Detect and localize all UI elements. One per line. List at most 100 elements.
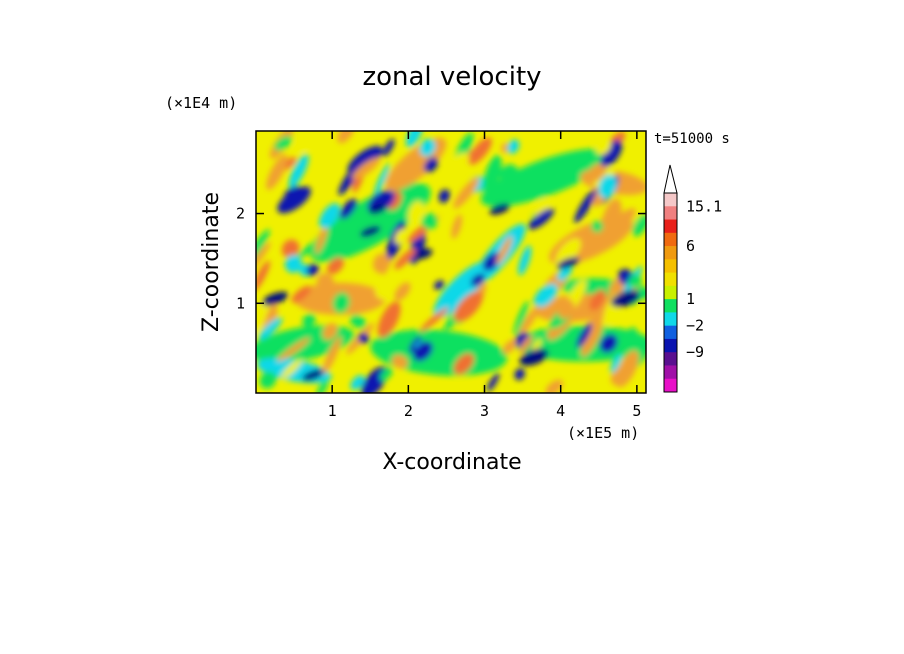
field-streak <box>598 174 617 199</box>
field-streak <box>288 153 309 189</box>
field-streak <box>419 307 449 332</box>
field-streak <box>375 286 389 300</box>
field-streak <box>600 140 623 168</box>
field-streak <box>256 241 271 272</box>
colorbar-label: −2 <box>686 317 704 335</box>
field-core <box>519 348 549 366</box>
field-streak <box>468 137 492 165</box>
field-streak <box>357 332 370 344</box>
field-streak <box>409 230 426 265</box>
field-streak <box>589 289 606 311</box>
field-streak <box>513 301 529 335</box>
field-streak <box>419 138 436 157</box>
y-unit-label: (×1E4 m) <box>165 94 237 112</box>
colorbar-segment <box>664 325 677 340</box>
field-streak <box>499 164 519 184</box>
field-streak <box>496 236 513 265</box>
field-streak <box>434 280 445 290</box>
field-streak <box>595 138 612 155</box>
field-streak <box>518 245 532 276</box>
field-streak <box>372 253 390 274</box>
field-streak <box>412 341 433 362</box>
field-streak <box>622 327 638 357</box>
y-axis: 12 <box>236 205 646 312</box>
field-streak <box>349 314 367 329</box>
field-streak <box>615 350 639 388</box>
field-streak <box>453 353 474 375</box>
field-streak <box>391 354 408 369</box>
field-streak <box>628 274 642 289</box>
colorbar-segment <box>664 312 677 327</box>
field-streak <box>518 305 540 336</box>
y-axis-label: Z-coordinate <box>199 192 224 332</box>
chart-title: zonal velocity <box>362 62 541 92</box>
field-streak <box>533 283 558 308</box>
field-streak <box>611 208 636 230</box>
colorbar-segment <box>664 232 677 247</box>
field-streak <box>486 372 500 392</box>
field-blobs <box>256 131 646 393</box>
field-streak <box>332 292 351 314</box>
field-streak <box>316 273 334 291</box>
colorbar-segment <box>664 193 677 207</box>
field-streak <box>407 201 425 225</box>
field-streak <box>377 301 401 338</box>
x-tick-label: 1 <box>328 402 337 420</box>
x-tick-label: 3 <box>480 402 489 420</box>
x-axis-label: X-coordinate <box>382 450 521 475</box>
field-streak <box>591 220 604 233</box>
field-streak <box>477 345 492 359</box>
field-streak <box>453 291 483 322</box>
field-streak <box>438 189 450 203</box>
field-streak <box>451 214 462 239</box>
field-band <box>480 148 611 207</box>
field-streak <box>347 145 383 175</box>
colorbar-segment <box>664 272 677 287</box>
field-streak <box>519 335 534 354</box>
colorbar-segment <box>664 338 677 353</box>
field-streak <box>277 186 311 214</box>
field-streak <box>256 229 270 265</box>
field-streak <box>379 367 393 381</box>
y-tick-label: 2 <box>236 205 245 223</box>
field-core <box>360 225 381 238</box>
field-streak <box>450 152 470 170</box>
field-streak <box>394 282 411 301</box>
field-streak <box>632 214 646 237</box>
colorbar-label: 6 <box>686 237 695 255</box>
colorbar-label: 15.1 <box>686 197 722 215</box>
colorbar-segment <box>664 219 677 234</box>
field-core <box>369 203 387 215</box>
plot-frame <box>255 130 647 394</box>
field-streak <box>555 238 581 267</box>
y-tick-label: 1 <box>236 294 245 312</box>
x-tick-label: 2 <box>404 402 413 420</box>
field-streak <box>397 329 414 345</box>
x-axis: 1 2 3 4 5 <box>328 131 641 420</box>
field-core <box>610 290 640 308</box>
colorbar-frame <box>663 192 678 393</box>
field-streak <box>599 334 618 353</box>
field-streak <box>379 216 391 228</box>
field-streak <box>394 229 406 244</box>
field-streak <box>295 238 324 259</box>
field-streak <box>306 263 319 276</box>
colorbar-segment <box>664 259 677 273</box>
field-streak <box>322 336 342 374</box>
field-streak <box>350 375 365 390</box>
field-streak <box>528 208 555 230</box>
field-streak <box>581 322 603 357</box>
colorbar-segment <box>664 352 677 366</box>
colorbar-segment <box>664 246 677 260</box>
field-streak <box>352 157 380 180</box>
field-streak <box>284 254 302 273</box>
contour-field <box>256 131 646 393</box>
field-streak <box>294 135 310 153</box>
field-streak <box>453 177 479 209</box>
field-streak <box>423 157 439 173</box>
field-streak <box>558 299 575 320</box>
field-core <box>556 256 580 269</box>
field-streak <box>382 138 395 157</box>
field-streak <box>585 162 607 183</box>
